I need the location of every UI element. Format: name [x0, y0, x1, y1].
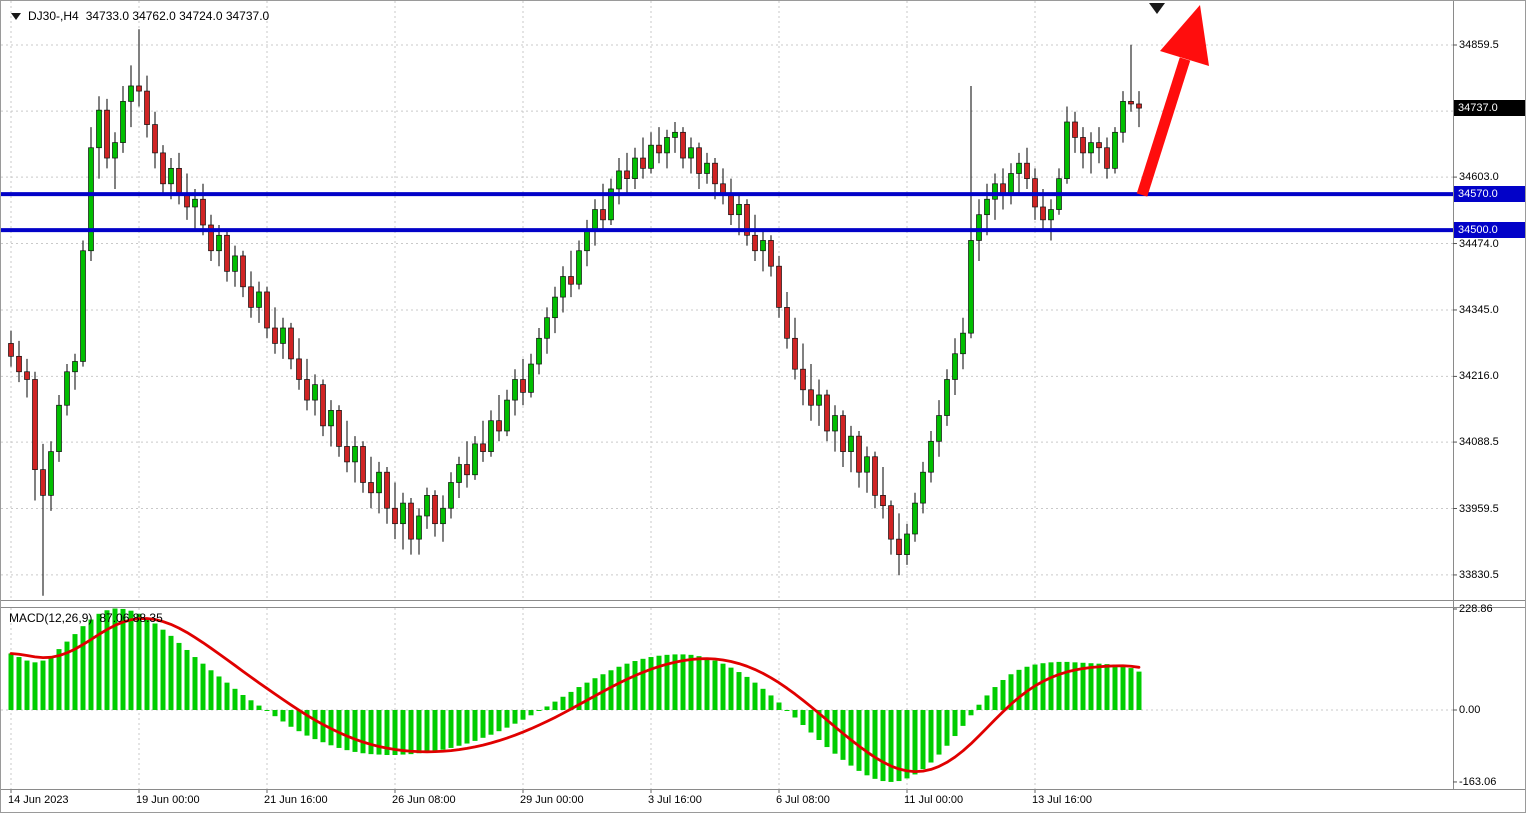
time-axis-label: 21 Jun 16:00 — [264, 794, 328, 806]
candlestick-series — [8, 29, 1142, 596]
ohlc-values-label: 34733.0 34762.0 34724.0 34737.0 — [85, 9, 270, 23]
price-axis-label: 34345.0 — [1459, 303, 1499, 316]
time-axis-label: 3 Jul 16:00 — [648, 794, 702, 806]
chart-shift-marker-icon[interactable] — [1149, 3, 1165, 14]
time-axis-label: 13 Jul 16:00 — [1032, 794, 1092, 806]
symbol-period-label: DJ30-,H4 — [28, 9, 79, 23]
time-axis-label: 14 Jun 2023 — [8, 794, 69, 806]
price-axis-label: 34474.0 — [1459, 237, 1499, 250]
indicator-label: MACD(12,26,9) 87.06 88.35 — [9, 611, 163, 625]
gridlines — [1, 1, 1453, 793]
level-price-badge-34500: 34500.0 — [1454, 222, 1525, 239]
price-axis-label: 33959.5 — [1459, 502, 1499, 515]
macd-histogram — [8, 608, 1142, 782]
time-axis-label: 6 Jul 08:00 — [776, 794, 830, 806]
macd-axis-label: 0.00 — [1459, 704, 1481, 716]
time-axis-label: 26 Jun 08:00 — [392, 794, 456, 806]
indicator-values: 87.06 88.35 — [99, 611, 163, 625]
macd-axis-label: -163.06 — [1459, 775, 1497, 788]
time-axis-label: 19 Jun 00:00 — [136, 794, 200, 806]
chart-title: DJ30-,H4 34733.0 34762.0 34724.0 34737.0 — [11, 9, 269, 23]
time-axis-label: 29 Jun 00:00 — [520, 794, 584, 806]
price-axis-label: 34859.5 — [1459, 39, 1499, 51]
price-axis-label: 34603.0 — [1459, 171, 1499, 184]
price-axis-label: 34216.0 — [1459, 370, 1499, 383]
macd-axis-label: 228.86 — [1459, 603, 1493, 615]
time-axis-label: 11 Jul 00:00 — [904, 794, 964, 806]
symbol-dropdown-icon[interactable] — [11, 12, 21, 20]
price-axis-label: 34088.5 — [1459, 436, 1499, 449]
current-price-badge: 34737.0 — [1454, 100, 1525, 117]
trend-arrow[interactable] — [1136, 5, 1209, 197]
indicator-name: MACD(12,26,9) — [9, 611, 93, 625]
level-price-badge-34570: 34570.0 — [1454, 186, 1525, 203]
macd-signal-line — [9, 617, 1141, 774]
price-axis-label: 33830.5 — [1459, 568, 1499, 581]
